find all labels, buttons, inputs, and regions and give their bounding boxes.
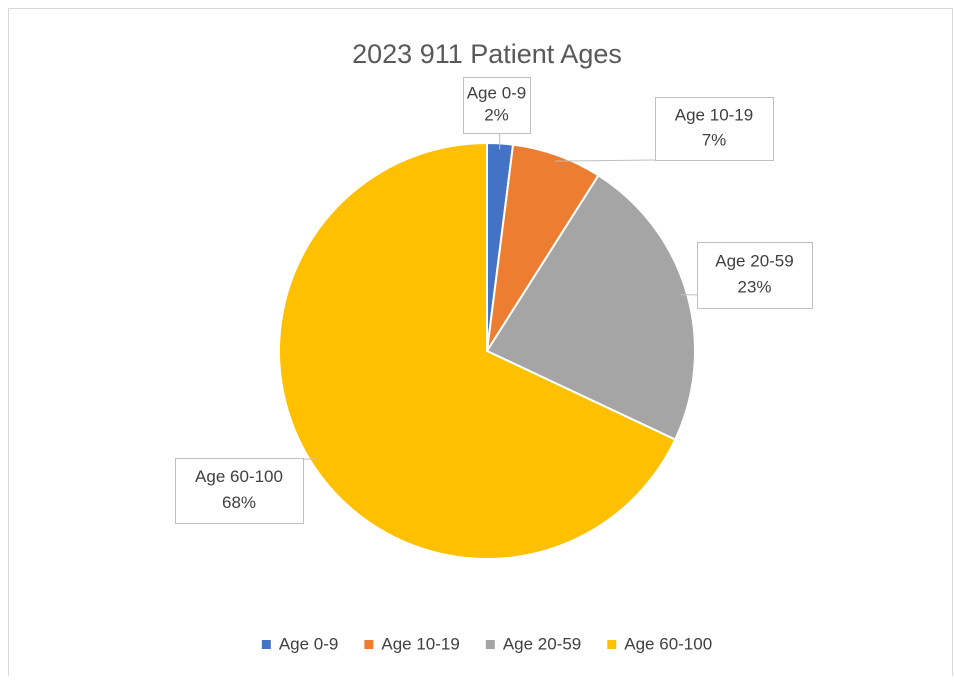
chart-border [8,8,953,676]
label-value: 23% [737,278,771,297]
label-value: 68% [222,493,256,512]
legend: Age 0-9 Age 10-19 Age 20-59 Age 60-100 [261,634,712,653]
pie [278,141,696,560]
label-box [655,97,774,161]
chart-title: 2023 911 Patient Ages [352,39,622,69]
label-box [697,242,813,309]
label-box [463,77,531,134]
leader-line [555,159,656,162]
label-category: Age 20-59 [715,251,793,270]
legend-label: Age 10-19 [381,634,459,653]
label-category: Age 60-100 [195,467,283,486]
label-category: Age 10-19 [675,105,753,124]
legend-swatch [485,640,495,649]
legend-swatch [364,640,374,649]
pie-slice [485,173,696,441]
legend-label: Age 60-100 [624,634,712,653]
legend-swatch [261,640,271,649]
legend-swatch [607,640,617,649]
label-value: 7% [702,131,727,150]
label-category: Age 0-9 [467,83,527,102]
label-value: 2% [484,106,509,125]
label-box [175,458,304,524]
pie-slice [278,141,677,560]
data-labels: Age 0-9 2% Age 10-19 7% Age 20-59 23% Age 60-1… [175,77,813,524]
legend-label: Age 0-9 [279,634,339,653]
legend-label: Age 20-59 [503,634,581,653]
